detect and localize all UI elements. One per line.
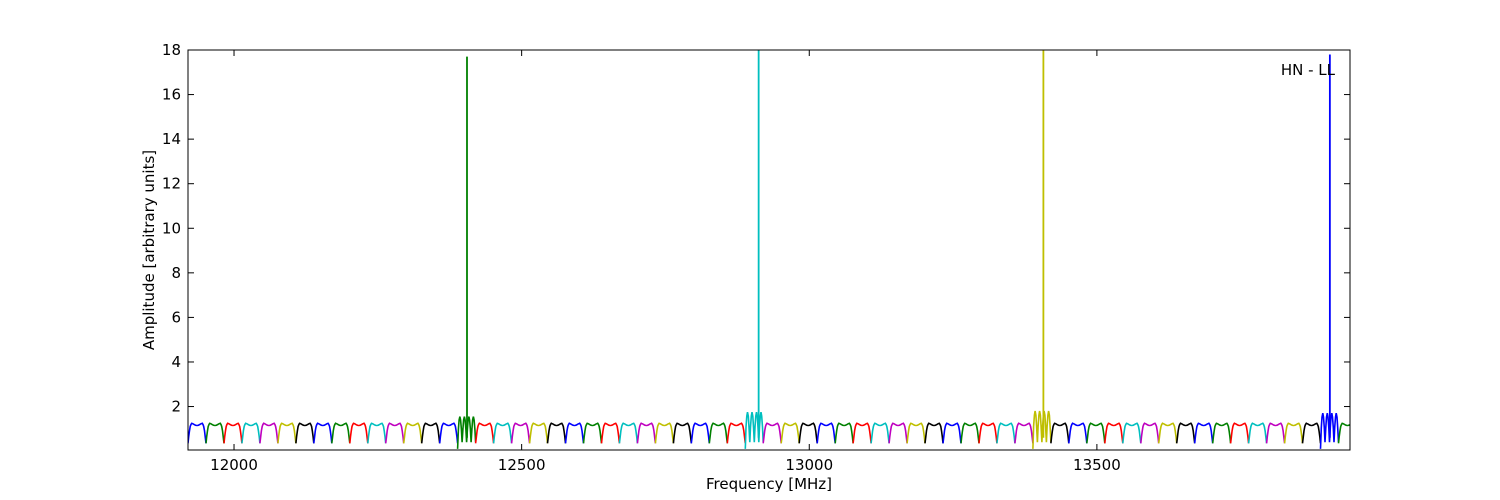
channel-trace bbox=[1265, 422, 1286, 444]
channel-trace bbox=[978, 422, 998, 444]
y-tick-label: 2 bbox=[171, 398, 181, 416]
channel-trace bbox=[690, 422, 711, 444]
x-axis-label: Frequency [MHz] bbox=[706, 475, 832, 493]
channel-trace bbox=[1068, 422, 1088, 444]
x-tick-label: 12500 bbox=[498, 456, 546, 474]
x-tick-label: 12000 bbox=[210, 456, 258, 474]
channel-trace bbox=[1014, 422, 1034, 444]
channel-trace bbox=[1211, 422, 1232, 444]
channel-trace bbox=[708, 422, 729, 444]
channel-trace bbox=[1104, 422, 1124, 444]
channel-trace bbox=[384, 422, 405, 444]
channel-trace bbox=[438, 422, 459, 444]
channel-trace bbox=[906, 422, 926, 444]
channel-trace bbox=[1122, 422, 1142, 444]
channel-trace bbox=[546, 422, 567, 444]
y-tick-label: 18 bbox=[162, 41, 181, 59]
channel-trace bbox=[600, 422, 621, 444]
channel-trace bbox=[924, 422, 944, 444]
x-tick-label: 13500 bbox=[1073, 456, 1121, 474]
channel-trace bbox=[313, 422, 333, 444]
channel-trace bbox=[726, 422, 747, 444]
channel-trace bbox=[960, 422, 980, 444]
y-tick-label: 8 bbox=[171, 264, 181, 282]
channel-trace bbox=[1175, 422, 1196, 444]
channel-trace bbox=[402, 422, 423, 444]
channel-trace bbox=[744, 411, 764, 449]
tick-layer: 12000 12500 13000 13500 2 4 6 8 10 12 14 16 18 bbox=[162, 41, 1350, 474]
channel-trace bbox=[188, 422, 207, 444]
channel-trace bbox=[349, 422, 369, 444]
channel-trace bbox=[834, 422, 854, 444]
plot-frame bbox=[187, 49, 1351, 451]
channel-trace bbox=[654, 422, 675, 444]
y-tick-label: 16 bbox=[162, 86, 181, 104]
channel-trace bbox=[295, 422, 315, 444]
channel-trace bbox=[870, 422, 890, 444]
channel-trace bbox=[331, 422, 351, 444]
channel-trace bbox=[367, 422, 387, 444]
channel-trace bbox=[564, 422, 585, 444]
y-tick-label: 10 bbox=[162, 219, 181, 237]
channel-trace bbox=[474, 422, 495, 444]
channel-trace bbox=[1301, 422, 1322, 444]
channel-trace bbox=[1086, 422, 1106, 444]
channel-trace bbox=[1319, 413, 1340, 449]
channel-trace bbox=[420, 422, 441, 444]
channel-trace bbox=[942, 422, 962, 444]
channel-trace bbox=[852, 422, 872, 444]
channel-trace bbox=[888, 422, 908, 444]
channel-trace bbox=[780, 422, 800, 444]
channel-trace bbox=[1050, 422, 1070, 444]
channel-trace bbox=[1283, 422, 1304, 444]
channel-trace bbox=[996, 422, 1016, 444]
channel-trace bbox=[277, 422, 297, 444]
y-tick-label: 14 bbox=[162, 130, 181, 148]
y-axis-label: Amplitude [arbitrary units] bbox=[140, 150, 158, 350]
channel-trace bbox=[1337, 422, 1350, 444]
channel-trace bbox=[205, 422, 225, 444]
channel-trace bbox=[1032, 410, 1052, 449]
polarization-annotation: HN - LL bbox=[1281, 61, 1336, 79]
channel-trace bbox=[1193, 422, 1214, 444]
channel-trace bbox=[510, 422, 531, 444]
channel-trace bbox=[582, 422, 603, 444]
channel-trace bbox=[1247, 422, 1268, 444]
channel-trace bbox=[492, 422, 513, 444]
y-tick-label: 12 bbox=[162, 175, 181, 193]
channel-trace bbox=[241, 422, 261, 444]
channel-trace bbox=[259, 422, 279, 444]
y-tick-label: 6 bbox=[171, 308, 181, 326]
channel-trace bbox=[762, 422, 782, 444]
y-tick-label: 4 bbox=[171, 353, 181, 371]
channel-trace bbox=[456, 416, 477, 449]
channel-trace bbox=[636, 422, 657, 444]
channel-trace bbox=[618, 422, 639, 444]
channel-trace bbox=[816, 422, 836, 444]
x-tick-label: 13000 bbox=[785, 456, 833, 474]
channel-trace bbox=[798, 422, 818, 444]
channel-trace bbox=[223, 422, 243, 444]
channel-trace bbox=[1140, 422, 1160, 444]
channel-trace bbox=[672, 422, 693, 444]
series-layer bbox=[188, 50, 1350, 449]
channel-trace bbox=[1229, 422, 1250, 444]
channel-trace bbox=[1157, 422, 1178, 444]
channel-trace bbox=[528, 422, 549, 444]
